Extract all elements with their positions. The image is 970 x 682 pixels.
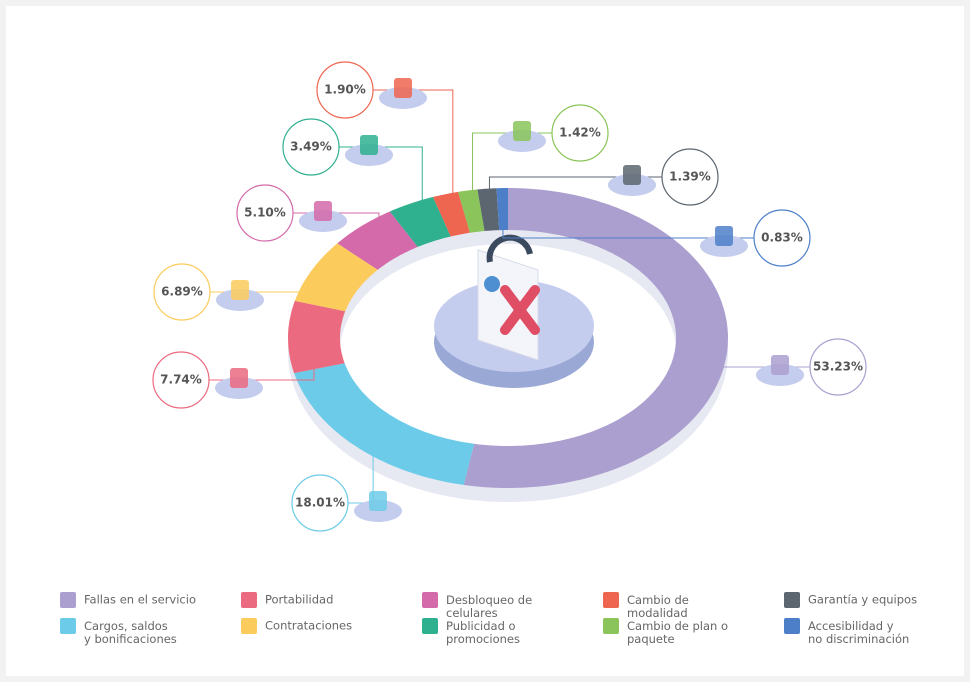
leader-dot [486,207,492,213]
value-label: 6.89% [161,285,203,299]
legend-swatch [241,618,257,634]
value-bubble [291,474,349,532]
value-label: 0.83% [761,231,803,245]
icon [314,201,332,221]
legend-swatch [603,592,619,608]
legend-label: Cambio de plan o paquete [627,619,728,646]
ring-segment [294,363,475,485]
icon [771,355,789,375]
value-bubble [809,338,867,396]
value-label: 3.49% [290,140,332,154]
legend-swatch [241,592,257,608]
icon [513,121,531,141]
icon [230,368,248,388]
legend-label: Desbloqueo de celulares [446,593,532,620]
value-label: 1.42% [559,126,601,140]
legend-swatch [422,592,438,608]
icon [715,226,733,246]
value-label: 18.01% [295,496,345,510]
value-bubble [153,263,211,321]
legend-swatch [60,618,76,634]
legend-label: Cargos, saldos y bonificaciones [84,619,177,646]
leader-dot [698,348,704,354]
icon [623,165,641,185]
legend-label: Fallas en el servicio [84,593,196,607]
value-bubble [236,184,294,242]
icon [369,491,387,511]
legend-label: Portabilidad [265,593,333,607]
legend-label: Garantía y equipos [808,593,917,607]
value-bubble [282,118,340,176]
value-bubble [661,148,719,206]
icon [360,135,378,155]
value-label: 7.74% [160,373,202,387]
ring [288,188,728,502]
leader-line [502,209,754,239]
leader-line [488,176,662,210]
leader-dot [450,211,456,217]
legend-swatch [784,618,800,634]
legend-swatch [60,592,76,608]
value-label: 1.90% [324,83,366,97]
leader-dot [419,219,425,225]
leader-dot [376,239,382,245]
callouts: 53.23% 18.01% 7.74% 6.89% 5.10% 3.49% 1.90% 1.4… [152,61,867,532]
value-bubble [152,351,210,409]
legend-swatch [422,618,438,634]
earpiece [484,276,500,292]
legend: Fallas en el servicio Cargos, saldos y bon… [60,592,917,646]
ring-segment [288,300,346,374]
ring-segment [294,243,378,312]
value-label: 53.23% [813,360,863,374]
leader-dot [332,277,338,283]
icon [231,280,249,300]
legend-label: Contrataciones [265,619,352,633]
value-bubble [753,209,811,267]
value-bubble [316,61,374,119]
legend-label: Cambio de modalidad [627,593,689,620]
center-illustration [434,234,594,388]
legend-label: Accesibilidad y no discriminación [808,619,909,646]
value-label: 5.10% [244,206,286,220]
x-mark [500,285,540,335]
ring-segment [463,188,728,488]
value-bubble [551,104,609,162]
legend-swatch [784,592,800,608]
legend-label: Publicidad o promociones [446,619,520,646]
value-label: 1.39% [669,170,711,184]
leader-dot [500,206,506,212]
leader-dot [370,428,376,434]
leader-dot [469,208,475,214]
leader-dot [311,334,317,340]
legend-swatch [603,618,619,634]
icon [394,78,412,98]
